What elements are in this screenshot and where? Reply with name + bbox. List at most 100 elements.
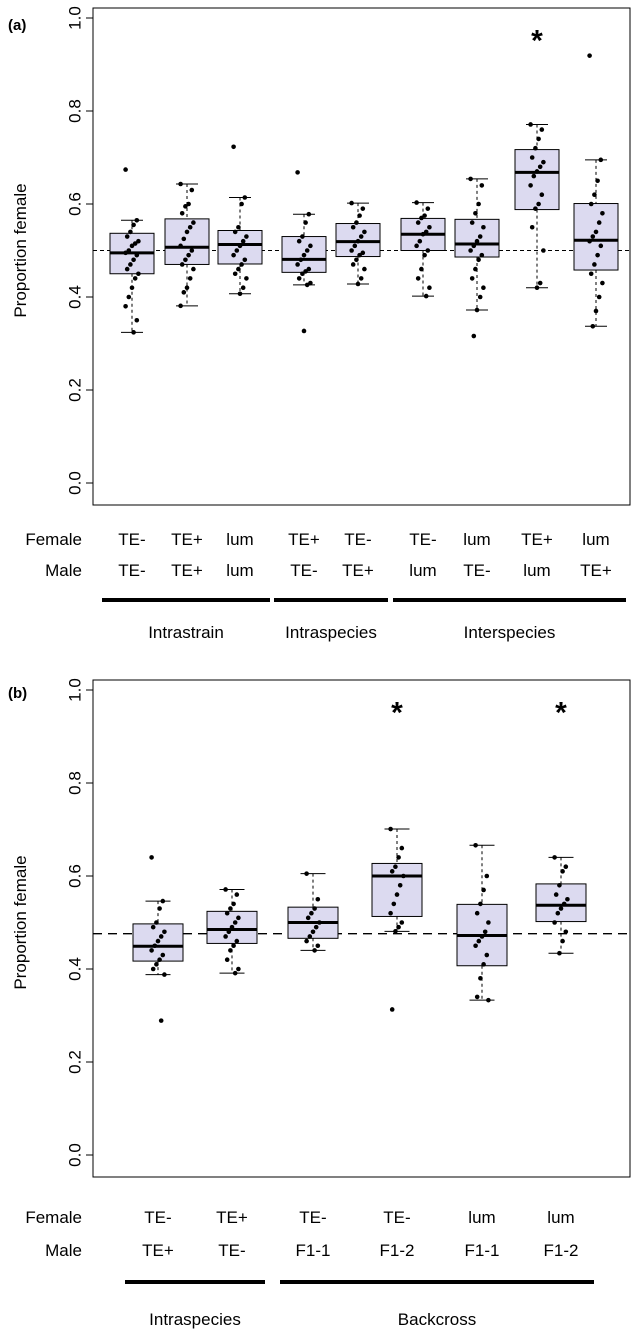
- data-point: [529, 224, 535, 230]
- data-point: [552, 855, 557, 860]
- data-point: [149, 948, 154, 953]
- data-point: [474, 238, 480, 244]
- data-point: [150, 924, 156, 930]
- data-point: [587, 53, 592, 58]
- box-body: [371, 862, 423, 917]
- male-label: TE+: [342, 561, 374, 580]
- data-point: [226, 929, 232, 935]
- data-point: [354, 220, 359, 225]
- data-point: [425, 206, 431, 211]
- data-point: [184, 229, 190, 235]
- data-point: [533, 206, 538, 211]
- data-point: [123, 304, 128, 309]
- data-point: [396, 924, 401, 930]
- data-point: [242, 195, 248, 200]
- data-point: [244, 234, 249, 239]
- data-point: [350, 224, 356, 230]
- data-point: [476, 938, 482, 944]
- data-point: [474, 994, 480, 1000]
- male-label: TE-: [463, 561, 490, 580]
- data-point: [128, 229, 133, 235]
- data-point: [131, 257, 136, 263]
- data-point: [154, 962, 159, 967]
- data-point: [481, 224, 486, 230]
- box-3: [217, 144, 263, 297]
- data-point: [181, 236, 187, 242]
- data-point: [420, 231, 426, 237]
- data-point: [134, 217, 140, 223]
- data-point: [362, 266, 367, 272]
- female-label: lum: [582, 530, 609, 549]
- data-point: [239, 262, 244, 267]
- female-label: TE+: [216, 1208, 248, 1227]
- male-label: TE+: [171, 561, 203, 580]
- data-point: [296, 238, 302, 244]
- data-point: [129, 285, 135, 291]
- male-label: TE-: [118, 561, 145, 580]
- data-point: [160, 898, 166, 904]
- data-point: [557, 883, 562, 888]
- data-point: [228, 906, 233, 911]
- male-label: F1-2: [544, 1241, 579, 1260]
- data-point: [590, 234, 596, 239]
- data-point: [184, 285, 190, 291]
- female-label: TE+: [171, 530, 203, 549]
- data-point: [476, 201, 481, 207]
- data-point: [486, 920, 491, 925]
- data-point: [486, 997, 491, 1003]
- data-point: [186, 201, 191, 207]
- data-point: [134, 252, 140, 258]
- data-point: [401, 873, 406, 879]
- data-point: [357, 213, 362, 218]
- data-point: [419, 266, 424, 272]
- data-point: [474, 307, 480, 313]
- data-point: [529, 155, 535, 160]
- data-point: [473, 843, 478, 848]
- panel-label: (a): [8, 17, 26, 34]
- male-label: TE-: [218, 1241, 245, 1260]
- data-point: [600, 211, 605, 216]
- data-point: [234, 248, 240, 253]
- significance-marker: *: [391, 697, 403, 730]
- data-point: [358, 276, 364, 281]
- data-point: [150, 966, 156, 972]
- data-point: [539, 127, 545, 132]
- data-point: [317, 920, 322, 925]
- data-point: [301, 252, 307, 258]
- box-body: [454, 218, 500, 258]
- female-label: lum: [468, 1208, 495, 1227]
- data-point: [399, 845, 405, 851]
- data-point: [189, 187, 195, 193]
- data-point: [362, 229, 367, 235]
- data-point: [304, 871, 309, 876]
- data-point: [305, 915, 311, 921]
- data-point: [415, 220, 421, 225]
- data-point: [178, 303, 183, 309]
- data-point: [595, 252, 600, 258]
- male-label: lum: [409, 561, 436, 580]
- male-label: F1-1: [465, 1241, 500, 1260]
- data-point: [224, 910, 230, 916]
- data-point: [224, 957, 230, 962]
- data-point: [303, 269, 308, 274]
- data-point: [300, 271, 305, 277]
- data-point: [471, 243, 477, 249]
- data-point: [186, 252, 191, 258]
- data-point: [596, 294, 602, 300]
- data-point: [477, 234, 483, 239]
- data-point: [157, 906, 162, 911]
- data-point: [124, 234, 130, 239]
- data-point: [306, 211, 312, 217]
- female-label: TE-: [344, 530, 371, 549]
- data-point: [558, 906, 564, 911]
- data-point: [552, 920, 557, 925]
- data-point: [358, 234, 364, 239]
- data-point: [534, 169, 540, 174]
- data-point: [473, 266, 478, 272]
- male-label: TE+: [142, 1241, 174, 1260]
- data-point: [588, 201, 594, 207]
- female-label: TE-: [383, 1208, 410, 1227]
- data-point: [155, 938, 161, 944]
- y-axis-label: Proportion female: [11, 183, 30, 317]
- data-point: [131, 222, 136, 228]
